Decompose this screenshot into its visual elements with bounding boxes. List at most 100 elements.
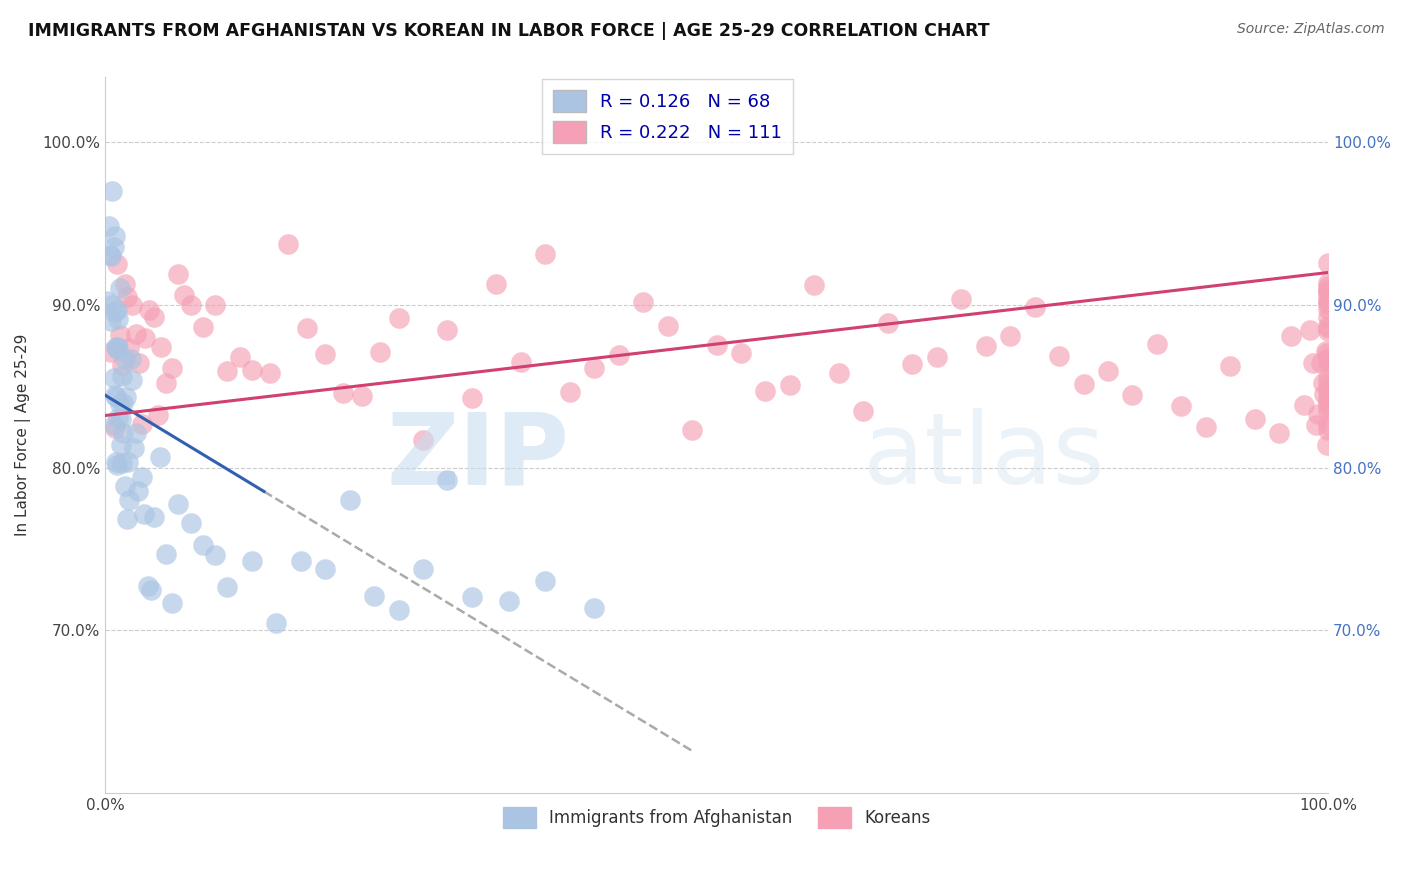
Point <box>142 310 165 325</box>
Point <box>1073 376 1095 391</box>
Point <box>314 562 336 576</box>
Point <box>1315 344 1337 359</box>
Point <box>436 473 458 487</box>
Point <box>117 455 139 469</box>
Point <box>141 582 163 597</box>
Point <box>461 391 484 405</box>
Point <box>852 404 875 418</box>
Point <box>136 579 159 593</box>
Point <box>115 512 138 526</box>
Point <box>1316 346 1339 360</box>
Point <box>1299 322 1322 336</box>
Point <box>155 547 177 561</box>
Legend: Immigrants from Afghanistan, Koreans: Immigrants from Afghanistan, Koreans <box>496 801 938 834</box>
Point <box>925 351 948 365</box>
Point <box>1317 351 1340 366</box>
Point <box>607 348 630 362</box>
Point <box>583 600 606 615</box>
Point <box>1305 417 1327 432</box>
Point <box>108 328 131 343</box>
Point <box>339 493 361 508</box>
Point <box>1317 296 1340 310</box>
Point <box>295 320 318 334</box>
Point <box>162 596 184 610</box>
Point <box>98 248 121 262</box>
Point <box>114 277 136 291</box>
Point <box>387 603 409 617</box>
Point <box>1317 279 1340 293</box>
Point <box>180 516 202 530</box>
Point <box>1317 324 1340 338</box>
Point <box>1317 386 1340 401</box>
Point <box>706 338 728 352</box>
Point <box>108 397 131 411</box>
Point <box>290 554 312 568</box>
Point <box>114 351 136 366</box>
Point <box>138 303 160 318</box>
Point <box>779 378 801 392</box>
Point <box>132 508 155 522</box>
Point <box>1317 319 1340 334</box>
Point <box>461 590 484 604</box>
Point <box>204 548 226 562</box>
Point <box>112 425 135 440</box>
Point <box>107 411 129 425</box>
Point <box>120 352 142 367</box>
Point <box>101 184 124 198</box>
Point <box>111 369 134 384</box>
Point <box>974 339 997 353</box>
Point <box>217 363 239 377</box>
Point <box>1308 408 1330 422</box>
Point <box>217 580 239 594</box>
Point <box>104 340 127 354</box>
Point <box>1317 288 1340 302</box>
Point <box>534 574 557 588</box>
Point <box>149 450 172 465</box>
Text: ZIP: ZIP <box>387 408 569 505</box>
Point <box>108 280 131 294</box>
Point <box>124 442 146 456</box>
Point <box>314 347 336 361</box>
Point <box>1317 370 1340 384</box>
Point <box>1317 277 1340 291</box>
Point <box>1312 376 1334 391</box>
Text: atlas: atlas <box>863 408 1105 505</box>
Point <box>1317 284 1340 298</box>
Point <box>1316 438 1339 452</box>
Point <box>103 418 125 433</box>
Point <box>828 366 851 380</box>
Point <box>901 357 924 371</box>
Point <box>1121 388 1143 402</box>
Point <box>1317 293 1340 308</box>
Point <box>631 295 654 310</box>
Point <box>1317 403 1340 417</box>
Point <box>1219 359 1241 373</box>
Point <box>191 538 214 552</box>
Point <box>485 277 508 292</box>
Text: IMMIGRANTS FROM AFGHANISTAN VS KOREAN IN LABOR FORCE | AGE 25-29 CORRELATION CHA: IMMIGRANTS FROM AFGHANISTAN VS KOREAN IN… <box>28 22 990 40</box>
Point <box>118 341 141 355</box>
Point <box>277 236 299 251</box>
Point <box>105 458 128 472</box>
Point <box>657 319 679 334</box>
Point <box>754 384 776 398</box>
Point <box>1317 353 1340 368</box>
Point <box>876 316 898 330</box>
Y-axis label: In Labor Force | Age 25-29: In Labor Force | Age 25-29 <box>15 334 31 536</box>
Point <box>1317 293 1340 308</box>
Point <box>104 454 127 468</box>
Point <box>204 297 226 311</box>
Point <box>105 258 128 272</box>
Point <box>155 376 177 390</box>
Point <box>363 590 385 604</box>
Point <box>803 277 825 292</box>
Point <box>534 246 557 260</box>
Point <box>100 314 122 328</box>
Point <box>114 390 136 404</box>
Text: Source: ZipAtlas.com: Source: ZipAtlas.com <box>1237 22 1385 37</box>
Point <box>332 386 354 401</box>
Point <box>105 342 128 356</box>
Point <box>509 355 531 369</box>
Point <box>1268 425 1291 440</box>
Point <box>105 303 128 318</box>
